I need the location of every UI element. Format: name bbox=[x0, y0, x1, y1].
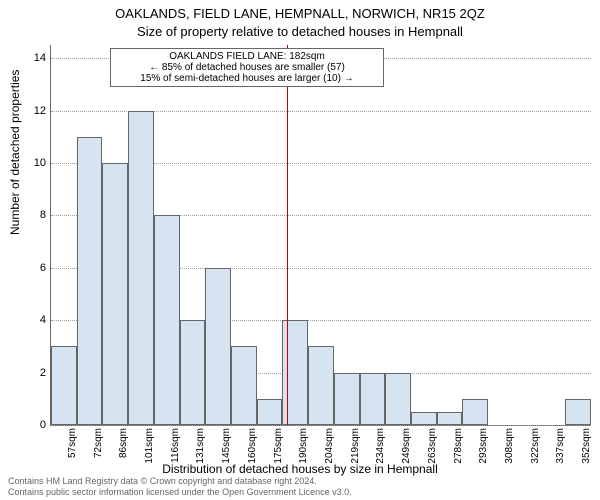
x-tick-label: 308sqm bbox=[504, 428, 515, 464]
x-tick-label: 337sqm bbox=[555, 428, 566, 464]
x-tick-label: 160sqm bbox=[247, 428, 258, 464]
footer-attribution: Contains HM Land Registry data © Crown c… bbox=[8, 476, 352, 498]
histogram-bar bbox=[462, 399, 488, 425]
y-axis-label: Number of detached properties bbox=[8, 70, 22, 235]
histogram-bar bbox=[334, 373, 360, 425]
annotation-line: OAKLANDS FIELD LANE: 182sqm bbox=[117, 51, 377, 62]
histogram-bar bbox=[77, 137, 103, 425]
chart-subtitle: Size of property relative to detached ho… bbox=[0, 24, 600, 39]
chart-title-address: OAKLANDS, FIELD LANE, HEMPNALL, NORWICH,… bbox=[0, 6, 600, 21]
histogram-bar bbox=[411, 412, 437, 425]
histogram-bar bbox=[231, 346, 257, 425]
reference-marker-line bbox=[287, 45, 288, 425]
x-tick-label: 293sqm bbox=[478, 428, 489, 464]
histogram-bar bbox=[51, 346, 77, 425]
annotation-line: 15% of semi-detached houses are larger (… bbox=[117, 73, 377, 84]
y-tick-label: 10 bbox=[26, 157, 46, 169]
footer-line: Contains public sector information licen… bbox=[8, 487, 352, 498]
x-tick-label: 263sqm bbox=[427, 428, 438, 464]
x-tick-label: 131sqm bbox=[195, 428, 206, 464]
y-tick-label: 14 bbox=[26, 52, 46, 64]
x-tick-label: 219sqm bbox=[350, 428, 361, 464]
histogram-bar bbox=[154, 215, 180, 425]
x-axis-label: Distribution of detached houses by size … bbox=[0, 462, 600, 476]
y-tick-label: 4 bbox=[26, 314, 46, 326]
histogram-bar bbox=[385, 373, 411, 425]
x-tick-label: 86sqm bbox=[118, 428, 129, 458]
histogram-bar bbox=[102, 163, 128, 425]
x-tick-label: 352sqm bbox=[581, 428, 592, 464]
x-tick-label: 234sqm bbox=[375, 428, 386, 464]
y-tick-label: 2 bbox=[26, 367, 46, 379]
histogram-bar bbox=[128, 111, 154, 425]
x-tick-label: 175sqm bbox=[273, 428, 284, 464]
histogram-bar bbox=[257, 399, 283, 425]
x-tick-label: 278sqm bbox=[453, 428, 464, 464]
marker-annotation-box: OAKLANDS FIELD LANE: 182sqm ← 85% of det… bbox=[110, 48, 384, 87]
x-tick-label: 322sqm bbox=[530, 428, 541, 464]
annotation-line: ← 85% of detached houses are smaller (57… bbox=[117, 62, 377, 73]
y-tick-label: 6 bbox=[26, 262, 46, 274]
x-tick-label: 72sqm bbox=[93, 428, 104, 458]
histogram-bar bbox=[180, 320, 206, 425]
x-tick-label: 116sqm bbox=[170, 428, 181, 463]
x-tick-label: 101sqm bbox=[144, 428, 155, 464]
footer-line: Contains HM Land Registry data © Crown c… bbox=[8, 476, 352, 487]
x-tick-label: 249sqm bbox=[401, 428, 412, 464]
x-tick-label: 145sqm bbox=[221, 428, 232, 464]
histogram-bar bbox=[308, 346, 334, 425]
histogram-bar bbox=[565, 399, 591, 425]
histogram-bar bbox=[360, 373, 386, 425]
x-tick-label: 57sqm bbox=[67, 428, 78, 458]
histogram-bar bbox=[437, 412, 463, 425]
histogram-bar bbox=[205, 268, 231, 425]
y-tick-label: 8 bbox=[26, 209, 46, 221]
y-tick-label: 12 bbox=[26, 105, 46, 117]
x-tick-label: 190sqm bbox=[298, 428, 309, 464]
x-tick-label: 204sqm bbox=[324, 428, 335, 464]
chart-plot-area: 02468101214 bbox=[50, 45, 591, 426]
gridline bbox=[51, 425, 591, 426]
y-tick-label: 0 bbox=[26, 419, 46, 431]
